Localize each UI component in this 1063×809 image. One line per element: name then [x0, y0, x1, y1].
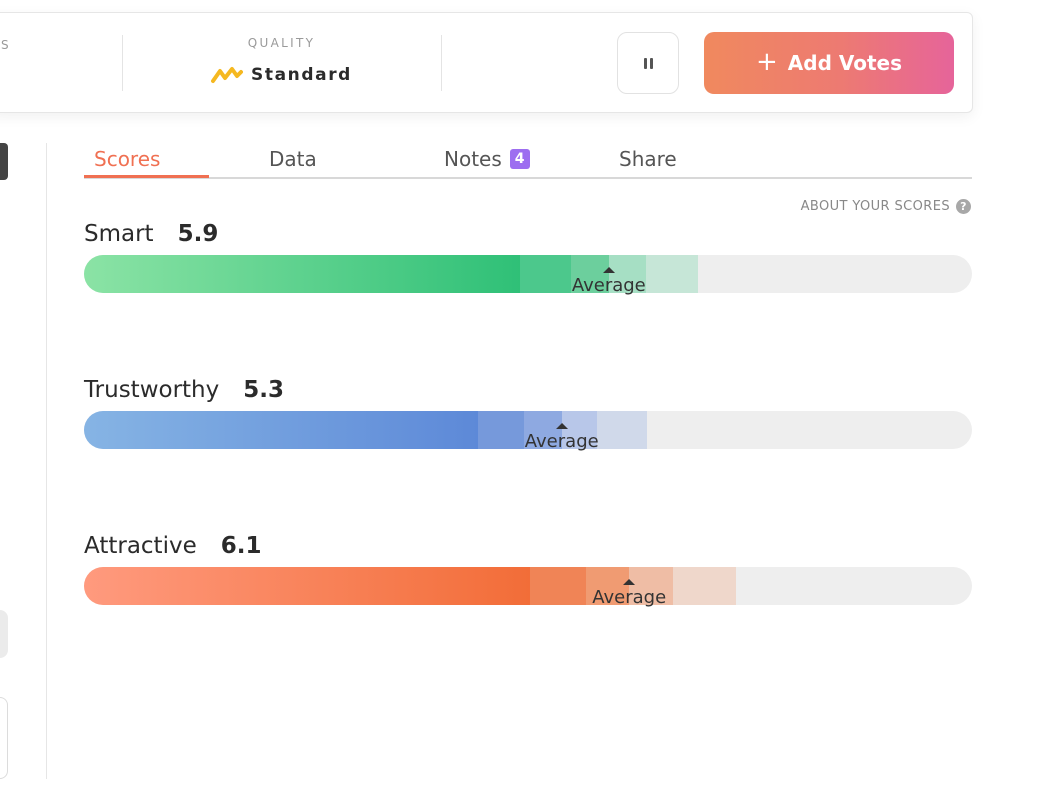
score-range-segment: [520, 255, 571, 293]
plus-icon: +: [755, 46, 778, 77]
quality-value-row: Standard: [122, 65, 441, 85]
about-scores-label: ABOUT YOUR SCORES: [800, 199, 950, 214]
score-range-segment: [478, 411, 524, 449]
score-fill: [84, 255, 520, 293]
score-range-segment: [523, 411, 562, 449]
score-header: Smart 5.9: [84, 221, 972, 247]
average-pointer-icon: [623, 579, 636, 585]
quality-label: QUALITY: [247, 36, 316, 50]
score-bar: [84, 411, 972, 449]
score-range-segment: [570, 255, 609, 293]
pause-button[interactable]: [617, 32, 679, 94]
score-header: Attractive 6.1: [84, 533, 972, 559]
score-attractive: Attractive 6.1 Average: [84, 533, 972, 608]
score-value: 6.1: [220, 533, 262, 559]
average-label: Average: [571, 275, 646, 296]
average-pointer-icon: [602, 267, 615, 273]
add-votes-label: Add Votes: [787, 51, 903, 75]
tab-notes-label: Notes: [444, 147, 502, 171]
pause-icon: [643, 57, 653, 69]
score-range-segment: [672, 567, 736, 605]
stat-divider: [122, 35, 123, 91]
tab-scores[interactable]: Scores: [94, 147, 161, 171]
previous-stat-label: S: [1, 38, 11, 52]
sidebar-button[interactable]: [0, 610, 8, 658]
score-name: Trustworthy: [84, 377, 220, 403]
add-votes-button[interactable]: + Add Votes: [704, 32, 954, 94]
score-range-segment: [608, 255, 647, 293]
score-header: Trustworthy 5.3: [84, 377, 972, 403]
score-range-segment: [629, 567, 673, 605]
about-scores-link[interactable]: ABOUT YOUR SCORES ?: [801, 199, 971, 214]
score-trustworthy: Trustworthy 5.3 Average: [84, 377, 972, 452]
score-fill: [84, 567, 530, 605]
score-value: 5.9: [177, 221, 219, 247]
score-smart: Smart 5.9 Average: [84, 221, 972, 296]
stat-divider: [441, 35, 442, 91]
question-icon: ?: [956, 199, 971, 214]
photo-stats-card: S QUALITY Standard + Add Votes: [0, 12, 973, 113]
score-range-segment: [529, 567, 586, 605]
active-tab-underline: [84, 175, 209, 178]
average-label: Average: [592, 587, 667, 608]
score-range-segment: [646, 255, 698, 293]
sidebar-panel: [0, 697, 8, 779]
quality-value: Standard: [251, 65, 352, 85]
score-bar: [84, 567, 972, 605]
tab-data[interactable]: Data: [269, 147, 317, 171]
quality-stat: QUALITY Standard: [122, 13, 441, 113]
average-label: Average: [524, 431, 599, 452]
score-name: Attractive: [84, 533, 197, 559]
score-fill: [84, 411, 479, 449]
average-marker: Average: [572, 267, 646, 296]
score-name: Smart: [84, 221, 154, 247]
score-range-segment: [597, 411, 647, 449]
standard-quality-icon: [211, 66, 244, 84]
tab-notes[interactable]: Notes 4: [444, 147, 530, 171]
average-pointer-icon: [555, 423, 568, 429]
sidebar-active-indicator: [0, 143, 8, 180]
results-tabs: Scores Data Notes 4 Share: [84, 143, 972, 179]
average-marker: Average: [592, 579, 666, 608]
notes-count-badge: 4: [509, 149, 530, 169]
score-range-segment: [585, 567, 630, 605]
tab-share[interactable]: Share: [619, 147, 677, 171]
score-value: 5.3: [243, 377, 284, 403]
average-marker: Average: [525, 423, 599, 452]
score-bar: [84, 255, 972, 293]
score-range-segment: [561, 411, 598, 449]
sidebar-divider: [46, 143, 47, 779]
